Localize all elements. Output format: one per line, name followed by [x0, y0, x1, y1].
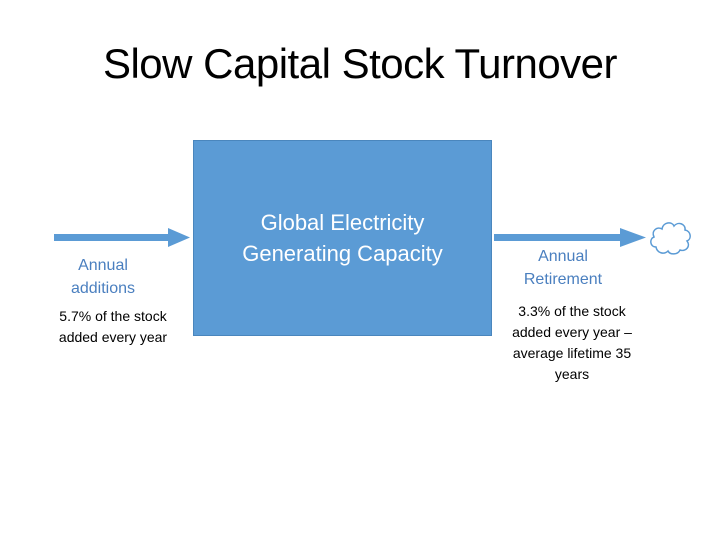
stock-label-line2: Generating Capacity: [242, 241, 443, 266]
stock-label: Global Electricity Generating Capacity: [194, 207, 491, 269]
inflow-arrow: [54, 228, 190, 247]
outflow-note-line1: 3.3% of the stock: [518, 303, 626, 319]
inflow-label: Annual additions: [58, 254, 148, 300]
inflow-note-line1: 5.7% of the stock: [59, 308, 167, 324]
outflow-label: Annual Retirement: [513, 245, 613, 291]
inflow-note-line2: added every year: [58, 329, 168, 345]
cloud-icon: [650, 222, 691, 255]
stock-label-line1: Global Electricity: [260, 210, 425, 235]
inflow-note: 5.7% of the stock added every year: [38, 306, 188, 348]
inflow-label-line1: Annual: [78, 257, 128, 274]
outflow-label-line1: Annual: [538, 248, 588, 265]
stock-box: Global Electricity Generating Capacity: [193, 140, 492, 336]
outflow-note-line4: years: [554, 366, 590, 382]
outflow-note-line2: added every year –: [512, 324, 632, 340]
slide-title: Slow Capital Stock Turnover: [102, 40, 618, 87]
outflow-arrow: [494, 228, 646, 247]
outflow-label-line2: Retirement: [523, 271, 603, 288]
inflow-label-line2: additions: [70, 280, 136, 297]
outflow-note: 3.3% of the stock added every year – ave…: [492, 301, 652, 385]
outflow-note-line3: average lifetime 35: [512, 345, 632, 361]
